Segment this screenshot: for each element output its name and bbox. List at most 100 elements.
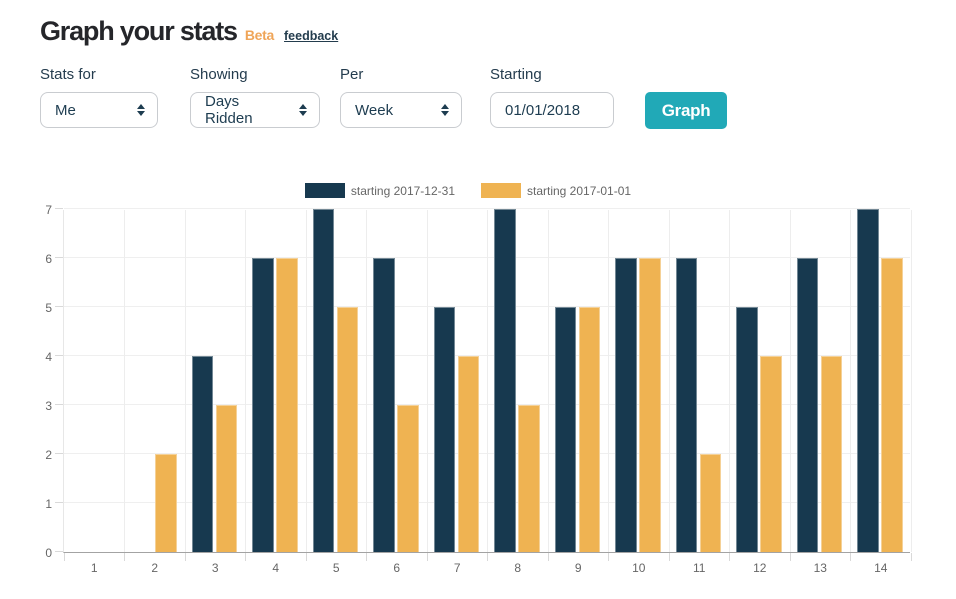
y-axis-label: 6 <box>45 252 52 266</box>
bar <box>857 209 879 552</box>
showing-label: Showing <box>190 66 248 83</box>
x-axis-tick <box>245 553 246 561</box>
stats-for-value: Me <box>55 101 76 119</box>
legend-swatch-icon <box>304 183 345 198</box>
bar <box>312 209 334 552</box>
select-caret-icon <box>299 104 307 116</box>
showing-select[interactable]: Days Ridden <box>190 92 320 128</box>
legend-item[interactable]: starting 2017-01-01 <box>481 183 631 198</box>
x-axis-tick <box>608 553 609 561</box>
x-gridline <box>608 210 609 552</box>
showing-value: Days Ridden <box>205 93 253 127</box>
x-axis-label: 2 <box>151 561 159 575</box>
bar <box>155 454 177 552</box>
stats-for-label: Stats for <box>40 66 96 83</box>
bar <box>578 307 600 552</box>
feedback-link[interactable]: feedback <box>284 29 339 43</box>
bar <box>820 356 842 552</box>
x-gridline <box>426 210 428 552</box>
chart-plot-area: 0 1 2 3 4 5 6 7 1 2 3 4 5 6 7 8 9 10 11 12 13 14 <box>45 203 912 575</box>
y-axis-tick <box>55 502 63 503</box>
bar <box>433 307 455 552</box>
x-gridline <box>668 210 670 552</box>
bar <box>397 405 419 552</box>
x-gridline <box>245 210 246 552</box>
bar <box>494 209 516 552</box>
chart-legend: starting 2017-12-31 starting 2017-01-01 <box>0 183 936 198</box>
x-gridline <box>305 210 307 552</box>
legend-label: starting 2017-12-31 <box>350 183 455 198</box>
graph-button[interactable]: Graph <box>645 92 727 129</box>
x-gridline <box>184 210 186 552</box>
page-title: Graph your stats <box>40 16 238 46</box>
y-axis-tick <box>55 306 63 307</box>
beta-badge: Beta <box>244 27 275 43</box>
x-axis-label: 9 <box>574 561 582 575</box>
y-axis-label: 4 <box>45 350 52 364</box>
x-axis-tick <box>850 553 851 561</box>
starting-date-input[interactable] <box>490 92 614 128</box>
per-select[interactable]: Week <box>340 92 462 128</box>
x-axis-tick <box>305 553 307 561</box>
x-axis-tick <box>547 553 549 561</box>
x-gridline <box>547 210 549 552</box>
per-value: Week <box>355 101 394 119</box>
x-axis-label: 7 <box>453 561 461 575</box>
x-gridline <box>789 210 791 552</box>
bar <box>276 258 298 552</box>
x-axis-tick <box>910 553 912 561</box>
starting-field: Starting <box>490 66 614 128</box>
y-axis-tick <box>55 404 63 405</box>
x-gridline <box>366 210 367 552</box>
y-axis-label: 3 <box>45 399 52 413</box>
x-axis-label: 4 <box>272 561 280 575</box>
bar <box>336 307 358 552</box>
bar <box>760 356 782 552</box>
x-axis-label: 1 <box>90 561 98 575</box>
y-axis-label: 5 <box>45 301 52 315</box>
stats-for-select[interactable]: Me <box>40 92 158 128</box>
legend-label: starting 2017-01-01 <box>527 183 632 198</box>
bar <box>615 258 637 552</box>
x-axis-tick <box>729 553 730 561</box>
starting-label: Starting <box>490 66 542 83</box>
select-caret-icon <box>441 104 449 116</box>
x-axis-label: 11 <box>693 561 706 575</box>
bar <box>796 258 818 552</box>
select-caret-icon <box>137 104 145 116</box>
bar <box>881 258 903 552</box>
bar <box>373 258 395 552</box>
x-axis-tick <box>426 553 428 561</box>
bar <box>639 258 661 552</box>
x-axis-tick <box>184 553 186 561</box>
x-axis-tick <box>668 553 670 561</box>
stats-for-field: Stats for Me <box>40 66 158 128</box>
bar <box>191 356 213 552</box>
y-axis-label: 1 <box>45 497 52 511</box>
showing-field: Showing Days Ridden <box>190 66 320 128</box>
y-axis-tick <box>55 453 63 454</box>
y-axis-tick <box>55 257 63 258</box>
x-axis-label: 10 <box>632 561 646 575</box>
x-gridline <box>124 210 125 552</box>
y-axis-label: 0 <box>45 546 52 560</box>
y-axis-tick <box>55 208 63 209</box>
y-gridline <box>64 208 910 209</box>
x-axis-label: 8 <box>514 561 522 575</box>
y-axis-tick <box>55 551 63 552</box>
x-axis-label: 14 <box>874 561 888 575</box>
bar <box>457 356 479 552</box>
x-gridline <box>850 210 851 552</box>
x-gridline <box>910 210 912 552</box>
legend-item[interactable]: starting 2017-12-31 <box>304 183 455 198</box>
bar <box>554 307 576 552</box>
bar <box>675 258 697 552</box>
x-gridline <box>729 210 730 552</box>
bar <box>699 454 721 552</box>
x-axis-label: 6 <box>393 561 401 575</box>
y-axis-label: 2 <box>45 448 52 462</box>
x-axis-label: 3 <box>211 561 219 575</box>
x-axis-tick <box>487 553 488 561</box>
x-axis-tick <box>124 553 125 561</box>
